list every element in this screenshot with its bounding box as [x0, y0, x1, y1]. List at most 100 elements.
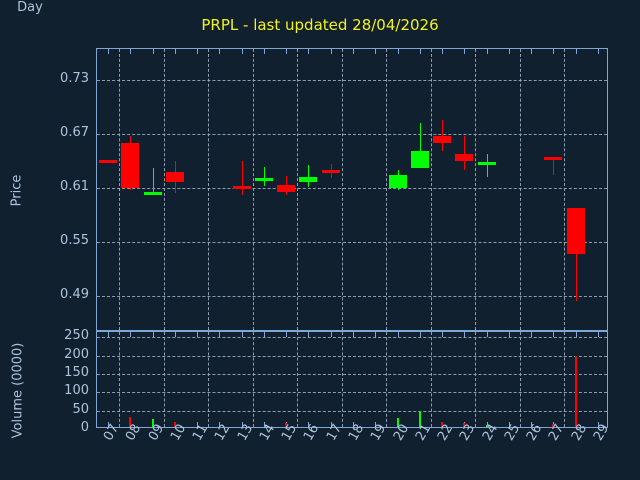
vertical-gridline — [119, 49, 120, 330]
volume-bar-08 — [129, 417, 131, 427]
candlestick-27 — [544, 156, 562, 160]
vertical-gridline — [208, 49, 209, 330]
candlestick-22 — [433, 136, 451, 144]
volume-tick-label: 250 — [64, 328, 89, 344]
candlestick-13 — [233, 186, 251, 190]
candlestick-10 — [166, 172, 184, 182]
candle-wick — [420, 122, 421, 169]
candlestick-17 — [322, 170, 340, 174]
axis-tickmark — [242, 422, 243, 427]
price-gridline — [97, 80, 607, 81]
vertical-gridline — [208, 332, 209, 427]
price-gridline — [97, 242, 607, 243]
vertical-gridline — [297, 332, 298, 427]
axis-tickmark — [308, 332, 309, 337]
axis-tickmark — [219, 422, 220, 427]
candlestick-28 — [567, 208, 585, 254]
vertical-gridline — [520, 332, 521, 427]
candlestick-23 — [455, 154, 473, 162]
vertical-gridline — [119, 332, 120, 427]
volume-axis-title: Volume (0000) — [10, 342, 26, 439]
candle-wick — [153, 168, 154, 196]
volume-bar-22 — [441, 421, 443, 427]
axis-tickmark — [219, 49, 220, 54]
axis-tickmark — [264, 332, 265, 337]
axis-tickmark — [331, 422, 332, 427]
candlestick-24 — [478, 162, 496, 166]
price-tick-label: 0.73 — [60, 71, 89, 87]
volume-tick-label: 200 — [64, 346, 89, 362]
candlestick-07 — [99, 159, 117, 164]
axis-tickmark — [108, 49, 109, 54]
vertical-gridline — [164, 49, 165, 330]
axis-tickmark — [175, 332, 176, 337]
axis-tickmark — [531, 332, 532, 337]
candlestick-21 — [411, 150, 429, 169]
price-tick-label: 0.55 — [60, 233, 89, 249]
axis-tickmark — [153, 332, 154, 337]
axis-tickmark — [487, 332, 488, 337]
axis-tickmark — [353, 332, 354, 337]
axis-tickmark — [442, 49, 443, 54]
price-panel — [96, 48, 608, 331]
vertical-gridline — [431, 49, 432, 330]
price-gridline — [97, 188, 607, 189]
axis-tickmark — [130, 49, 131, 54]
vertical-gridline — [342, 332, 343, 427]
axis-tickmark — [242, 332, 243, 337]
axis-tickmark — [108, 422, 109, 427]
volume-bar-27 — [552, 423, 554, 427]
axis-tickmark — [598, 332, 599, 337]
axis-tickmark — [375, 332, 376, 337]
candle-wick — [308, 164, 309, 188]
price-tick-label: 0.67 — [60, 125, 89, 141]
candlestick-15 — [277, 184, 295, 192]
vertical-gridline — [386, 332, 387, 427]
candle-wick — [442, 119, 443, 151]
candle-wick — [264, 166, 265, 186]
axis-tickmark — [308, 422, 309, 427]
axis-tickmark — [308, 49, 309, 54]
vertical-gridline — [475, 332, 476, 427]
axis-tickmark — [331, 332, 332, 337]
volume-bar-09 — [152, 419, 154, 427]
axis-tickmark — [264, 422, 265, 427]
vertical-gridline — [564, 332, 565, 427]
axis-tickmark — [464, 49, 465, 54]
price-tick-label: 0.49 — [60, 287, 89, 303]
axis-tickmark — [153, 49, 154, 54]
price-gridline — [97, 296, 607, 297]
axis-tickmark — [219, 332, 220, 337]
volume-tick-label: 150 — [64, 365, 89, 381]
candlestick-20 — [389, 174, 407, 189]
axis-tickmark — [553, 49, 554, 54]
day-axis-title: Day — [17, 0, 43, 15]
volume-gridline — [97, 337, 607, 338]
price-tick-label: 0.61 — [60, 179, 89, 195]
axis-tickmark — [420, 49, 421, 54]
axis-tickmark — [531, 49, 532, 54]
axis-tickmark — [130, 332, 131, 337]
volume-bar-24 — [486, 424, 488, 427]
volume-bar-23 — [463, 423, 465, 427]
axis-tickmark — [331, 49, 332, 54]
volume-bar-20 — [397, 418, 399, 427]
vertical-gridline — [164, 332, 165, 427]
axis-tickmark — [375, 49, 376, 54]
vertical-gridline — [520, 49, 521, 330]
axis-tickmark — [108, 332, 109, 337]
candlestick-14 — [255, 178, 273, 182]
vertical-gridline — [475, 49, 476, 330]
volume-panel — [96, 331, 608, 428]
price-axis-title: Price — [9, 174, 25, 207]
axis-tickmark — [353, 422, 354, 427]
axis-tickmark — [576, 332, 577, 337]
axis-tickmark — [509, 332, 510, 337]
candle-wick — [576, 208, 577, 301]
axis-tickmark — [353, 49, 354, 54]
volume-bar-15 — [285, 423, 287, 427]
volume-tick-label: 0 — [80, 420, 89, 435]
vertical-gridline — [342, 49, 343, 330]
axis-tickmark — [464, 332, 465, 337]
